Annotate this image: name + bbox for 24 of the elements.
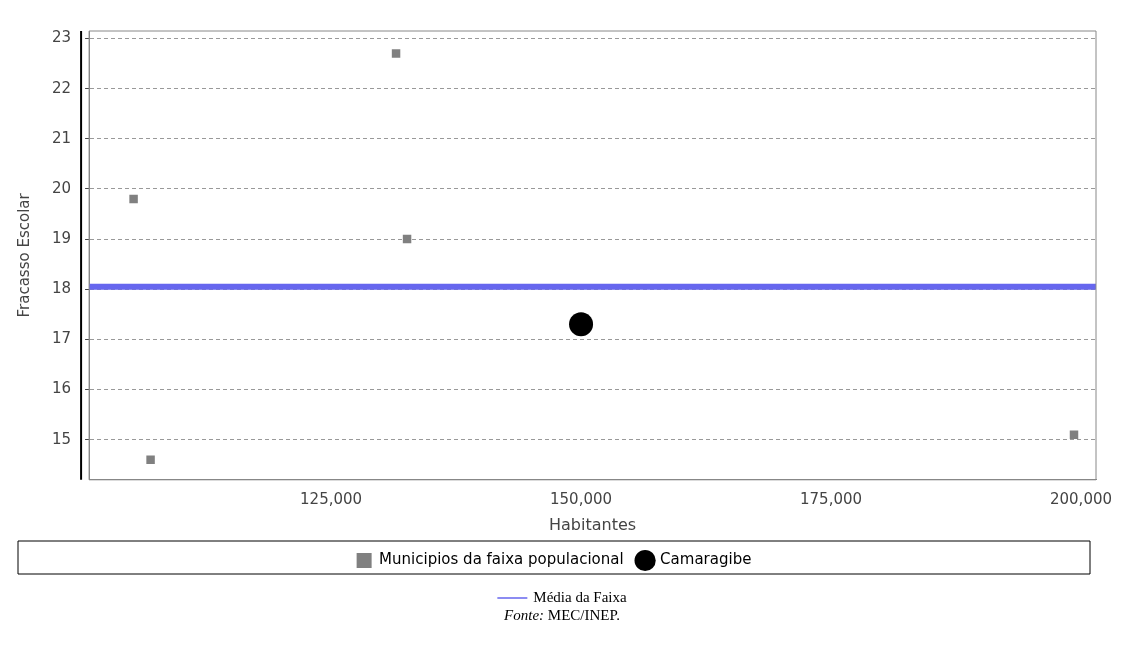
x-tick-label: 125,000 [300, 489, 363, 508]
legend-label: Municipios da faixa populacional [379, 550, 624, 569]
y-tick-label: 21 [51, 128, 72, 147]
x-axis-title: Habitantes [548, 514, 637, 534]
point [146, 455, 155, 464]
y-tick-label: 23 [51, 28, 72, 47]
y-tick-label: 15 [51, 429, 72, 448]
x-tick-label: 175,000 [800, 489, 863, 508]
x-tick-label: 200,000 [1049, 489, 1113, 508]
point [569, 312, 594, 337]
y-axis-title: Fracasso Escolar [14, 192, 33, 318]
legend-label: Camaragibe [660, 550, 752, 569]
y-tick-label: 16 [51, 379, 72, 398]
point [1069, 430, 1079, 439]
source-note: Fonte: MEC/INEP. [503, 606, 620, 623]
y-tick-label: 18 [51, 279, 72, 298]
legend-label: Média da Faixa [533, 588, 627, 605]
x-tick-label: 150,000 [550, 489, 613, 508]
point [391, 49, 401, 58]
y-tick-label: 22 [51, 78, 72, 97]
y-tick-label: 19 [51, 228, 72, 247]
y-tick-label: 17 [51, 329, 72, 348]
y-tick-label: 20 [51, 178, 72, 197]
point [129, 194, 138, 204]
